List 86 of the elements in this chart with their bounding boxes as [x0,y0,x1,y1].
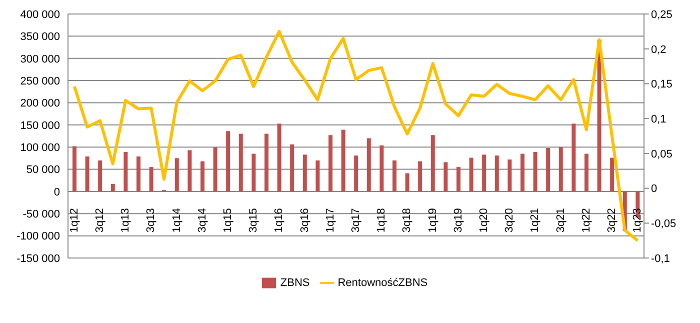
bar [520,154,524,192]
bar [252,154,256,192]
bar [226,131,230,192]
bar [290,144,294,192]
x-tick-label: 3q16 [298,208,311,233]
x-tick-label: 3q21 [554,208,567,233]
bar [238,134,243,192]
bar [110,184,115,192]
y-tick-label: -150 000 [16,252,60,265]
legend-label: ZBNS [280,276,310,289]
y-tick-label: 50 000 [26,164,60,176]
y-tick-label: 150 000 [20,120,60,132]
y2-tick-label: -0,05 [651,218,676,230]
y2-tick-label: 0 [651,183,658,196]
bar [213,148,218,192]
y2-tick-label: 0,2 [651,44,666,56]
bar [546,148,550,192]
bar [277,124,282,192]
y-tick-label: 300 000 [20,53,60,66]
bar [354,156,358,192]
bar [302,154,307,192]
bar [72,146,76,192]
bar [264,134,268,192]
x-tick-label: 3q18 [401,208,414,233]
x-tick-label: 1q17 [324,208,336,233]
bar [188,150,192,192]
bar [380,145,384,192]
bar [98,160,102,192]
x-tick-label: 1q21 [529,208,542,233]
bar [200,161,204,192]
x-tick-label: 1q19 [426,208,439,233]
x-tick-label: 3q20 [504,208,516,233]
bar [136,156,140,192]
y2-tick-label: 0,15 [651,78,672,91]
x-tick-label: 1q20 [478,208,490,233]
y-tick-label: 100 000 [20,142,60,154]
y2-tick-label: 0,05 [651,148,672,160]
x-tick-label: 1q12 [68,208,80,233]
y2-tick-label: 0,1 [651,113,666,126]
y-tick-label: 250 000 [20,75,60,88]
bar [149,167,154,192]
x-tick-label: 3q14 [196,208,208,233]
x-tick-label: 1q22 [580,208,592,233]
bar [444,162,448,192]
y2-tick-label: -0,1 [651,252,670,265]
bar [430,135,435,192]
y-tick-label: -50 000 [22,208,60,221]
x-tick-label: 3q19 [452,208,464,233]
x-tick-label: 3q12 [94,208,106,233]
bar [456,167,460,192]
bar [341,130,346,192]
bar [469,158,474,192]
y-tick-label: -100 000 [16,230,60,243]
bar [405,173,410,192]
bar [494,156,499,192]
x-tick-label: 1q16 [273,208,286,233]
x-tick-label: 1q15 [222,208,234,233]
bar [328,135,332,192]
bar [366,138,371,192]
bar [572,124,576,192]
x-tick-label: 3q17 [350,208,362,233]
bar [392,160,396,192]
bar [558,147,563,192]
x-tick-label: 3q13 [145,208,158,233]
x-tick-label: 3q15 [248,208,260,233]
bar [584,154,588,192]
bar [124,152,128,192]
bar [418,161,422,192]
bar [508,160,512,192]
bar [85,156,90,192]
bar [482,154,486,192]
x-tick-label: 1q13 [120,208,132,233]
legend-label: RentownośćZBNS [338,276,428,289]
y-tick-label: 200 000 [20,98,60,110]
x-tick-label: 1q23 [632,208,644,233]
x-tick-label: 1q18 [376,208,388,233]
bar [316,160,320,192]
x-tick-label: 3q22 [606,208,618,233]
bar [533,152,538,192]
bar [174,158,179,192]
x-tick-label: 1q14 [170,208,183,233]
y-tick-label: 0 [54,186,60,198]
bar [610,158,614,192]
y-tick-label: 350 000 [20,31,60,44]
y2-tick-label: 0,25 [651,8,672,21]
y-tick-label: 400 000 [20,8,60,21]
